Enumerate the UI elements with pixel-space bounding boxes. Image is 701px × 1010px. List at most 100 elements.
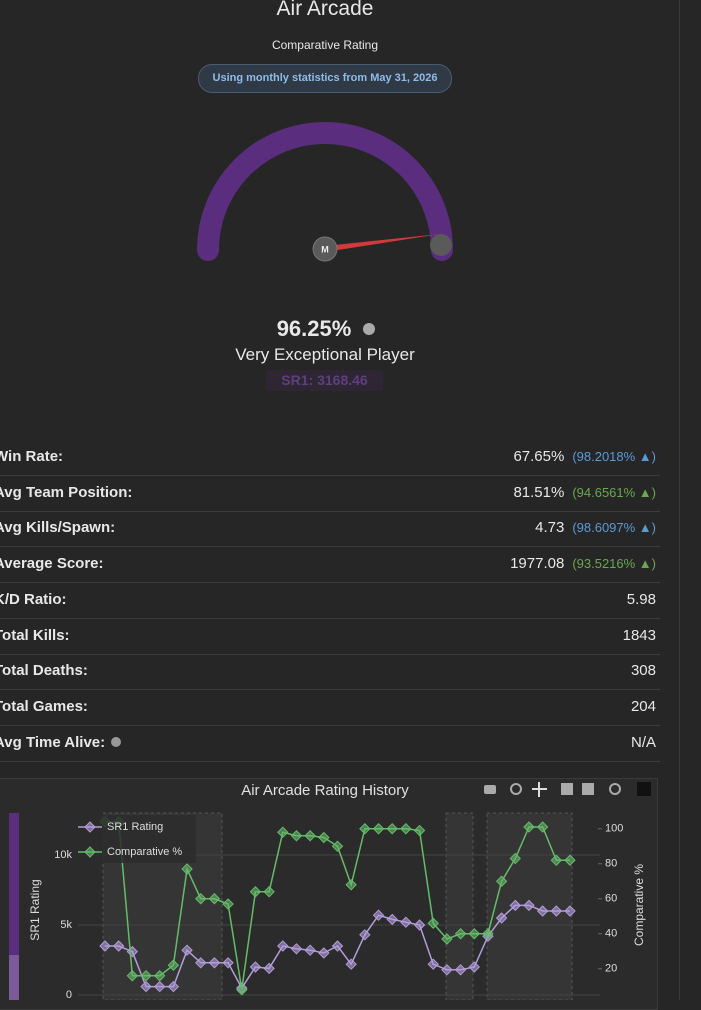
stat-value: 1843 bbox=[623, 627, 656, 644]
tool-camera[interactable] bbox=[484, 785, 496, 794]
stat-value: 204 bbox=[631, 698, 656, 715]
y2-tick-label: 80 bbox=[605, 858, 617, 870]
stat-value: 5.98 bbox=[627, 591, 656, 608]
stat-label-text: Total Kills: bbox=[0, 626, 70, 644]
point bbox=[331, 840, 344, 852]
tool-zoom[interactable] bbox=[510, 783, 522, 795]
stat-row: Total Deaths: 308 bbox=[0, 654, 660, 691]
stat-label-text: Total Games: bbox=[0, 697, 88, 715]
stat-label: Total Kills: bbox=[0, 627, 70, 644]
point bbox=[277, 826, 289, 838]
y2-tick-label: 100 bbox=[605, 823, 623, 835]
stat-row: Average Score: 1977.08 (93.5216% ▲) bbox=[0, 547, 660, 584]
rank: Very Exceptional Player bbox=[235, 345, 415, 364]
gauge-hub bbox=[312, 236, 338, 262]
stat-label-text: K/D Ratio: bbox=[0, 590, 67, 608]
stat-row: Total Kills: 1843 bbox=[0, 619, 660, 655]
point bbox=[564, 905, 576, 917]
stat-label-text: Average Score: bbox=[0, 555, 104, 573]
point bbox=[167, 980, 180, 993]
stat-label: K/D Ratio: bbox=[0, 591, 67, 608]
point bbox=[509, 852, 522, 865]
divider bbox=[679, 0, 680, 1000]
point bbox=[140, 980, 152, 993]
y-axis-title: SR1 Rating bbox=[28, 879, 42, 940]
point bbox=[523, 821, 535, 833]
point bbox=[400, 823, 412, 835]
point bbox=[468, 961, 480, 973]
point bbox=[249, 886, 262, 898]
colorbar bbox=[9, 813, 19, 1000]
tool-logo[interactable] bbox=[637, 782, 651, 796]
stat-label: Avg Team Position: bbox=[0, 484, 132, 501]
tool-zoom-out[interactable] bbox=[582, 783, 594, 795]
stat-label-text: Total Deaths: bbox=[0, 662, 88, 680]
point bbox=[372, 909, 385, 921]
stat-value: 308 bbox=[631, 662, 656, 679]
point bbox=[277, 940, 289, 952]
gauge-arc bbox=[197, 122, 453, 261]
point bbox=[263, 962, 275, 975]
subtitle: Comparative Rating bbox=[271, 38, 379, 52]
gauge-needle bbox=[325, 234, 440, 252]
stats-table: Win Rate: 67.65% (98.2018% ▲) Avg Team Posi… bbox=[0, 440, 660, 770]
legend-label: Comparative % bbox=[107, 846, 182, 858]
point bbox=[304, 830, 316, 842]
gauge-end bbox=[430, 234, 452, 256]
point bbox=[495, 875, 508, 887]
y2-tick-label: 40 bbox=[605, 928, 617, 940]
y2-tick-label: 60 bbox=[605, 893, 617, 905]
stat-value-text: 5.98 bbox=[626, 590, 656, 608]
point bbox=[181, 863, 193, 875]
point bbox=[550, 905, 563, 917]
point bbox=[550, 854, 563, 866]
point bbox=[482, 928, 494, 940]
point bbox=[304, 944, 316, 956]
point bbox=[400, 916, 412, 928]
stat-value-text: 67.65% bbox=[513, 448, 565, 465]
stat-row: K/D Ratio: 5.98 bbox=[0, 583, 660, 619]
point bbox=[181, 944, 193, 956]
tool-zoom-in[interactable] bbox=[561, 783, 573, 795]
point bbox=[99, 940, 111, 952]
stat-change: (94.6561% ▲) bbox=[572, 484, 656, 500]
point bbox=[523, 899, 535, 912]
y-tick-label: 0 bbox=[66, 989, 72, 1000]
info-icon bbox=[111, 736, 122, 747]
point bbox=[441, 964, 453, 976]
y-tick-label: 5k bbox=[60, 919, 72, 931]
stat-label: Avg Time Alive: bbox=[0, 734, 122, 751]
point bbox=[345, 958, 357, 970]
stat-row: Total Games: 204 bbox=[0, 690, 660, 726]
tool-reset[interactable] bbox=[609, 783, 621, 795]
point bbox=[509, 899, 522, 912]
point bbox=[536, 821, 549, 833]
stat-value-text: 81.51% bbox=[513, 483, 565, 501]
tool-pan[interactable] bbox=[532, 782, 547, 797]
stat-label: Win Rate: bbox=[0, 448, 63, 465]
stat-value: N/A bbox=[631, 734, 656, 751]
point bbox=[290, 830, 303, 842]
point bbox=[112, 940, 125, 952]
point bbox=[359, 929, 371, 941]
stat-label-text: Avg Team Position: bbox=[0, 483, 133, 501]
point bbox=[290, 943, 303, 955]
chart-title: Air Arcade Rating History bbox=[241, 782, 409, 799]
stat-label-text: Avg Kills/Spawn: bbox=[0, 519, 116, 537]
legend-label: SR1 Rating bbox=[107, 821, 163, 833]
point bbox=[153, 980, 166, 993]
point bbox=[263, 886, 275, 898]
point bbox=[140, 970, 152, 982]
stat-value-text: 1977.08 bbox=[510, 555, 565, 573]
gauge: M bbox=[197, 122, 453, 262]
stat-change: (98.2018% ▲) bbox=[572, 449, 656, 464]
point bbox=[222, 898, 234, 910]
point bbox=[386, 913, 398, 926]
legend-marker bbox=[84, 821, 96, 833]
point bbox=[126, 970, 139, 982]
point bbox=[167, 959, 180, 971]
point bbox=[536, 905, 549, 917]
point bbox=[427, 958, 439, 970]
stat-row: Win Rate: 67.65% (98.2018% ▲) bbox=[0, 440, 660, 476]
